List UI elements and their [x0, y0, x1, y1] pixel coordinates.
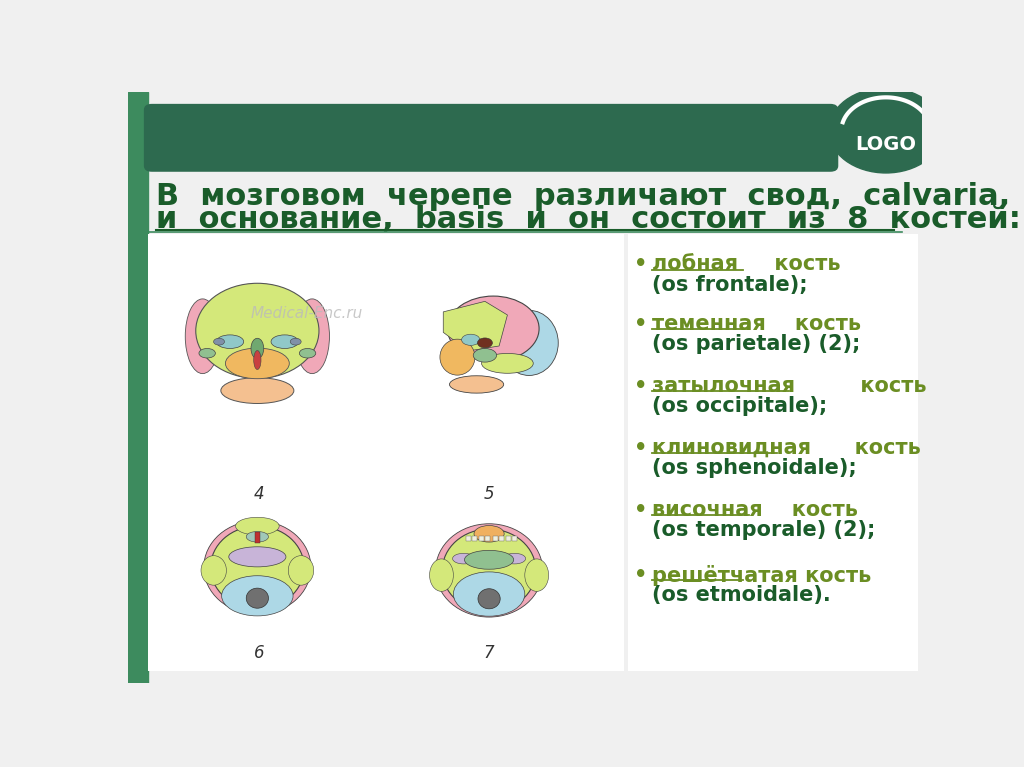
Text: и  основание,  basis  и  он  состоит  из  8  костей:: и основание, basis и он состоит из 8 кос… [156, 206, 1021, 235]
Text: (os frontale);: (os frontale); [652, 275, 807, 295]
Text: •: • [634, 499, 648, 519]
Bar [628, 234, 918, 671]
Ellipse shape [214, 338, 224, 345]
Ellipse shape [500, 311, 558, 376]
Ellipse shape [474, 525, 504, 542]
Ellipse shape [221, 377, 294, 403]
Bar [512, 536, 517, 541]
Bar [494, 536, 498, 541]
Ellipse shape [211, 526, 304, 609]
Text: височная    кость: височная кость [652, 499, 858, 519]
Circle shape [828, 88, 943, 173]
Text: 4: 4 [254, 485, 264, 502]
Ellipse shape [216, 335, 244, 348]
Ellipse shape [442, 529, 536, 612]
Ellipse shape [271, 335, 298, 348]
Ellipse shape [299, 348, 315, 358]
Ellipse shape [453, 553, 475, 564]
Text: затылочная         кость: затылочная кость [652, 376, 927, 396]
Ellipse shape [447, 296, 539, 361]
Ellipse shape [236, 517, 280, 535]
Bar [500, 536, 504, 541]
Bar [479, 536, 483, 541]
Text: •: • [634, 376, 648, 396]
Ellipse shape [524, 559, 549, 591]
Ellipse shape [196, 283, 318, 378]
Ellipse shape [290, 338, 301, 345]
Text: (os parietale) (2);: (os parietale) (2); [652, 334, 860, 354]
FancyBboxPatch shape [143, 104, 839, 172]
Text: 5: 5 [483, 485, 495, 502]
Bar [128, 92, 147, 683]
Text: (os etmoidale).: (os etmoidale). [652, 585, 830, 605]
Ellipse shape [251, 338, 264, 359]
Ellipse shape [440, 339, 475, 375]
Ellipse shape [221, 576, 293, 616]
Ellipse shape [185, 299, 220, 374]
Ellipse shape [504, 553, 525, 564]
Ellipse shape [450, 376, 504, 393]
Text: Medical-Enc.ru: Medical-Enc.ru [251, 306, 362, 321]
Text: (os sphenoidale);: (os sphenoidale); [652, 458, 856, 478]
Ellipse shape [462, 334, 480, 345]
Bar [506, 536, 511, 541]
Ellipse shape [454, 572, 525, 616]
Ellipse shape [477, 338, 493, 348]
Text: теменная    кость: теменная кость [652, 314, 861, 334]
Bar [472, 536, 477, 541]
Bar [466, 536, 471, 541]
Ellipse shape [481, 354, 534, 374]
Text: •: • [634, 437, 648, 458]
Ellipse shape [246, 532, 268, 542]
Ellipse shape [254, 351, 261, 370]
Ellipse shape [204, 521, 311, 614]
Ellipse shape [228, 547, 286, 567]
Text: •: • [634, 255, 648, 275]
Text: 7: 7 [483, 644, 495, 662]
Ellipse shape [465, 551, 514, 569]
Text: 6: 6 [254, 644, 264, 662]
Ellipse shape [199, 348, 215, 358]
Text: •: • [634, 314, 648, 334]
Ellipse shape [430, 559, 454, 591]
Ellipse shape [295, 299, 330, 374]
Bar [485, 536, 489, 541]
Bar [147, 234, 624, 671]
Ellipse shape [473, 348, 497, 362]
Ellipse shape [225, 348, 290, 379]
Polygon shape [443, 301, 508, 351]
Ellipse shape [435, 524, 543, 617]
Text: решётчатая кость: решётчатая кость [652, 565, 871, 585]
Text: (os occipitale);: (os occipitale); [652, 397, 827, 416]
Bar [255, 532, 260, 543]
Text: (os temporale) (2);: (os temporale) (2); [652, 520, 876, 540]
Text: клиновидная      кость: клиновидная кость [652, 437, 921, 458]
Text: LOGO: LOGO [855, 134, 916, 153]
Text: лобная     кость: лобная кость [652, 255, 841, 275]
Text: •: • [634, 565, 648, 584]
Ellipse shape [201, 555, 226, 585]
Ellipse shape [289, 555, 313, 585]
Text: В  мозговом  черепе  различают  свод,  calvaria,: В мозговом черепе различают свод, calvar… [156, 182, 1010, 211]
Ellipse shape [478, 589, 500, 609]
Ellipse shape [246, 588, 268, 608]
